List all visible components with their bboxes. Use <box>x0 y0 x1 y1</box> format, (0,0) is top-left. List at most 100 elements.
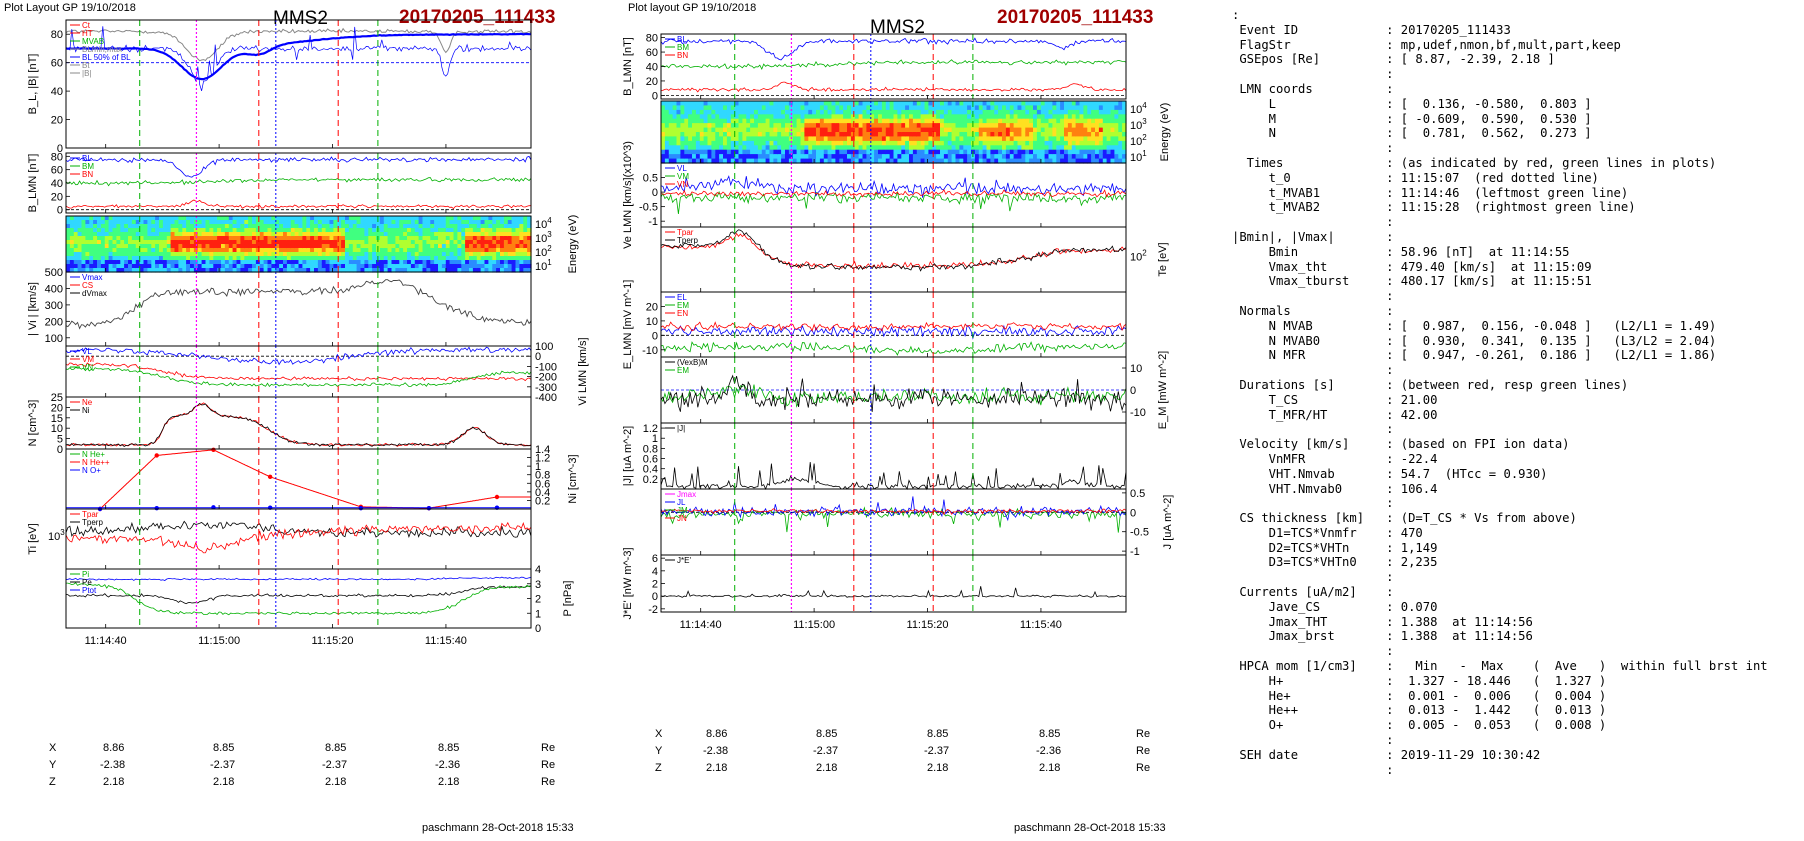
tick-label: -400 <box>535 392 557 404</box>
spectrogram-cell <box>905 145 910 151</box>
spectrogram-cell <box>850 127 856 133</box>
spectrogram-cell <box>124 256 129 261</box>
spectrogram-cell <box>236 216 241 221</box>
data-point <box>154 453 159 458</box>
spectrogram-cell <box>692 123 697 129</box>
spectrogram-cell <box>769 140 774 146</box>
spectrogram-cell <box>862 149 867 155</box>
spectrogram-cell <box>345 268 350 273</box>
spectrogram-cell <box>967 105 972 111</box>
spectrogram-cell <box>1025 118 1030 124</box>
spectrogram-cell <box>757 140 763 146</box>
spectrogram-cell <box>403 228 408 233</box>
spectrogram-cell <box>341 228 346 233</box>
spectrogram-cell <box>252 236 257 241</box>
spectrogram-cell <box>827 114 833 120</box>
spectrogram-cell <box>286 216 292 221</box>
spectrogram-cell <box>1114 158 1119 164</box>
spectrogram-cell <box>990 109 995 115</box>
spectrogram-cell <box>178 240 183 245</box>
spectrogram-cell <box>878 145 883 151</box>
spectrogram-cell <box>1013 109 1019 115</box>
spectrogram-cell <box>1087 123 1092 129</box>
spectrogram-cell <box>93 228 98 233</box>
spectrogram-cell <box>248 256 253 261</box>
spectrogram-cell <box>680 158 685 164</box>
spectrogram-cell <box>515 216 520 221</box>
spectrogram-cell <box>205 268 210 273</box>
spectrogram-cell <box>279 256 284 261</box>
spectrogram-cell <box>990 118 995 124</box>
spectrogram-cell <box>232 260 238 265</box>
spectrogram-cell <box>182 224 187 229</box>
spectrogram-cell <box>333 244 338 249</box>
spectrogram-cell <box>862 109 867 115</box>
info-line: : <box>1232 733 1394 748</box>
spectrogram-cell <box>823 149 829 155</box>
spectrogram-cell <box>905 101 910 106</box>
left-ephemeris: X Y Z 8.86 8.85 8.85 8.85 -2.38 -2.37 -2… <box>0 736 620 806</box>
spectrogram-cell <box>387 232 393 237</box>
spectrogram-cell <box>711 158 716 164</box>
spectrogram-cell <box>108 244 114 249</box>
spectrogram-cell <box>283 252 288 257</box>
spectrogram-cell <box>124 260 129 265</box>
spectrogram-cell <box>986 132 991 137</box>
spectrogram-cell <box>314 224 319 229</box>
spectrogram-cell <box>1048 118 1053 124</box>
spectrogram-cell <box>951 154 957 160</box>
spectrogram-cell <box>151 216 156 221</box>
legend-entry: Pi <box>82 570 89 579</box>
spectrogram-cell <box>839 132 844 137</box>
spectrogram-cell <box>1052 140 1057 146</box>
eph-unit: Re <box>1136 762 1151 774</box>
spectrogram-cell <box>1110 123 1115 129</box>
spectrogram-cell <box>112 264 117 269</box>
spectrogram-cell <box>831 127 836 133</box>
y-axis-label: Te [eV] <box>1157 242 1169 276</box>
spectrogram-cell <box>116 260 121 265</box>
tick-label: 0 <box>652 591 658 603</box>
spectrogram-cell <box>1067 109 1073 115</box>
tick-exponent: 3 <box>1142 117 1147 126</box>
spectrogram-cell <box>441 232 447 237</box>
spectrogram-cell <box>337 228 342 233</box>
spectrogram-cell <box>920 140 926 146</box>
spectrogram-cell <box>503 268 509 273</box>
spectrogram-cell <box>333 220 338 225</box>
spectrogram-cell <box>345 236 350 241</box>
spectrogram-cell <box>765 127 771 133</box>
tick-label: 0.8 <box>643 443 658 455</box>
spectrogram-cell <box>197 216 203 221</box>
spectrogram-cell <box>761 114 767 120</box>
spectrogram-cell <box>66 220 71 225</box>
spectrogram-cell <box>209 220 214 225</box>
spectrogram-cell <box>897 123 902 129</box>
spectrogram-cell <box>1029 132 1034 137</box>
spectrogram-cell <box>816 114 821 120</box>
spectrogram-cell <box>959 145 964 151</box>
spectrogram-cell <box>804 136 809 142</box>
spectrogram-cell <box>100 224 106 229</box>
spectrogram-cell <box>1033 140 1038 146</box>
spectrogram-cell <box>858 105 864 111</box>
spectrogram-cell <box>1025 105 1030 111</box>
spectrogram-cell <box>986 114 991 120</box>
spectrogram-cell <box>155 248 160 253</box>
spectrogram-cell <box>1075 158 1081 164</box>
spectrogram-cell <box>812 101 817 106</box>
spectrogram-cell <box>321 244 327 249</box>
spectrogram-cell <box>1040 101 1046 106</box>
spectrogram-cell <box>897 154 902 160</box>
info-line: CS thickness [km] : (D=T_CS * Vs from ab… <box>1232 511 1577 526</box>
spectrogram-cell <box>680 114 685 120</box>
spectrogram-cell <box>302 236 307 241</box>
spectrogram-cell <box>205 240 210 245</box>
spectrogram-cell <box>1044 145 1050 151</box>
spectrogram-cell <box>263 240 269 245</box>
spectrogram-cell <box>974 109 980 115</box>
spectrogram-cell <box>668 105 674 111</box>
spectrogram-cell <box>519 228 524 233</box>
spectrogram-cell <box>232 220 238 225</box>
spectrogram-cell <box>800 145 805 151</box>
